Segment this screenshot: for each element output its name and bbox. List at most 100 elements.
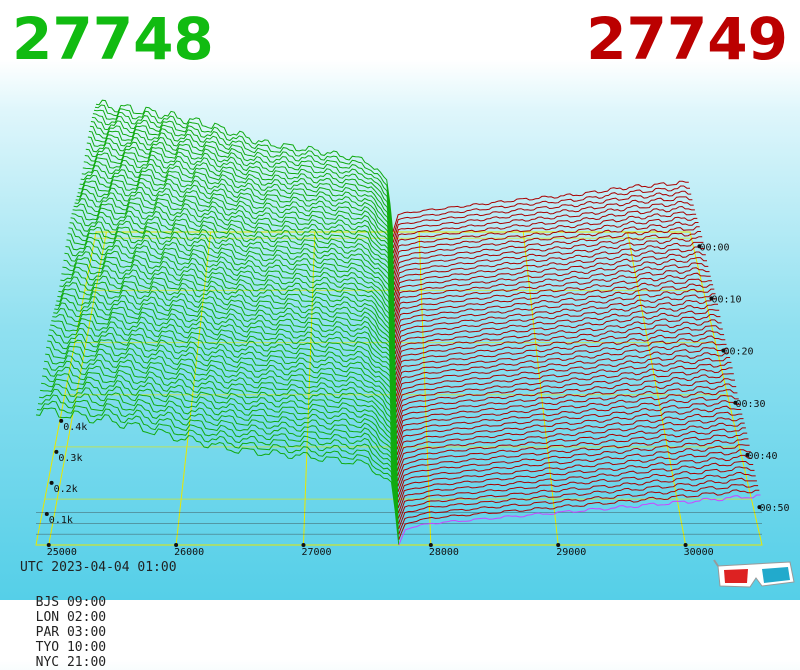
- volume-tick-label: 0.1k: [49, 515, 73, 526]
- ask-depth-line: [396, 378, 735, 434]
- time-tick-label: 00:20: [723, 347, 753, 358]
- utc-timestamp: UTC 2023-04-04 01:00: [20, 560, 177, 575]
- bid-depth-line: [94, 104, 394, 238]
- price-tick-label: 29000: [556, 547, 586, 558]
- bid-depth-line: [88, 130, 395, 270]
- price-tick-marker: [301, 543, 306, 547]
- bid-depth-line: [93, 109, 394, 243]
- ask-depth-line: [397, 449, 751, 503]
- axis-layer: 25000 26000 27000 28000 29000 30000 00:00 00:10…: [44, 242, 790, 558]
- ask-depth-line: [394, 262, 709, 318]
- bid-depth-line: [56, 292, 398, 439]
- bid-depth-line: [76, 188, 396, 333]
- time-tick-marker: [721, 348, 726, 353]
- volume-tick-marker: [44, 511, 49, 516]
- ask-depth-line: [392, 196, 693, 249]
- bid-depth-line: [42, 373, 399, 514]
- time-tick-marker: [733, 400, 738, 405]
- bid-depth-line: [61, 266, 397, 413]
- ask-depth-line: [396, 383, 737, 440]
- bid-depth-line: [74, 198, 396, 344]
- ask-depth-line: [396, 400, 740, 455]
- time-tick-label: 00:30: [735, 399, 765, 410]
- bid-price: 27748: [12, 5, 214, 73]
- bid-depth-line: [45, 353, 399, 498]
- 3d-glasses-icon[interactable]: [713, 559, 795, 588]
- bid-depth-line: [50, 324, 398, 471]
- ask-depth-line: [395, 319, 722, 376]
- ask-depth-line: [393, 216, 698, 270]
- volume-tick-marker: [59, 418, 64, 423]
- bid-depth-line: [68, 227, 397, 376]
- ask-depth-line: [394, 278, 712, 333]
- ask-depth-line: [397, 438, 749, 493]
- timezone-nyc: NYC 21:00: [35, 655, 107, 670]
- volume-tick-label: 0.2k: [54, 484, 78, 495]
- price-gridline: [302, 231, 316, 546]
- bid-depth-line: [83, 157, 395, 296]
- bid-depth-line: [78, 180, 396, 323]
- ask-depth-line: [397, 417, 744, 471]
- ask-depth-line: [393, 226, 700, 280]
- ask-depth-line: [397, 444, 750, 498]
- ask-depth-line: [393, 211, 697, 264]
- volume-tick-marker: [54, 449, 59, 454]
- bid-depth-line: [81, 165, 395, 307]
- bid-depth-line: [80, 169, 395, 312]
- ask-depth-line: [394, 298, 717, 355]
- time-tick-marker: [709, 296, 714, 301]
- bid-depth-line: [91, 116, 394, 254]
- ask-depth-line: [395, 309, 720, 365]
- ask-depth-line: [397, 461, 754, 514]
- ask-depth-line: [396, 367, 733, 424]
- ask-depth-line: [393, 251, 706, 307]
- ask-depth-line: [397, 454, 752, 509]
- bid-depth-line: [85, 147, 395, 286]
- bid-depth-line: [66, 239, 397, 386]
- bid-depth-line: [51, 320, 398, 466]
- ask-depth-line: [393, 205, 695, 259]
- bid-depth-line: [43, 366, 399, 508]
- ask-depth-line: [396, 389, 738, 445]
- price-tick-label: 26000: [174, 547, 204, 558]
- ask-depth-line: [395, 335, 726, 392]
- price-tick-label: 27000: [301, 547, 331, 558]
- ask-depth-line: [398, 494, 761, 546]
- bid-depth-line: [41, 378, 399, 519]
- bid-depth-line: [57, 288, 398, 434]
- ask-depth-line: [393, 241, 704, 296]
- order-book-depth-chart: 25000 26000 27000 28000 29000 30000 00:00 00:10…: [35, 99, 795, 588]
- price-gridline: [175, 231, 212, 546]
- floor-outline: [35, 231, 763, 546]
- ask-depth-line: [394, 293, 716, 349]
- bid-depth-line: [64, 251, 397, 397]
- ask-depth-line: [398, 477, 757, 530]
- price-tick-marker: [174, 543, 179, 547]
- bid-depth-line: [63, 257, 397, 402]
- bid-depth-line: [79, 174, 395, 317]
- bid-depth-line: [62, 262, 397, 408]
- bid-depth-line: [44, 360, 399, 503]
- ask-depth-line: [394, 288, 715, 344]
- ask-depth-line: [396, 394, 739, 450]
- bid-depth-line: [47, 340, 399, 487]
- bid-depth-line: [48, 334, 399, 482]
- ask-depth-line: [395, 314, 721, 371]
- bid-depth-line: [84, 152, 395, 291]
- ask-depth-line: [395, 357, 731, 413]
- bid-depth-line: [54, 302, 398, 450]
- ask-depth-line: [396, 405, 742, 461]
- ask-depth-line: [396, 373, 734, 429]
- ask-depth-line: [393, 221, 699, 275]
- price-tick-marker: [556, 543, 561, 547]
- bid-depth-line: [67, 233, 397, 381]
- ask-depth-line: [397, 422, 745, 477]
- volume-tick-marker: [49, 480, 54, 485]
- bid-depth-line: [92, 113, 394, 248]
- bid-depth-line: [36, 400, 400, 540]
- timezone-list: BJS 09:00 LON 02:00 PAR 03:00 TYO 10:00 …: [20, 580, 133, 670]
- ask-depth-line: [394, 272, 711, 328]
- ask-depth-line: [395, 330, 725, 386]
- ask-depth-line: [392, 200, 694, 254]
- time-tick-label: 00:10: [711, 294, 741, 305]
